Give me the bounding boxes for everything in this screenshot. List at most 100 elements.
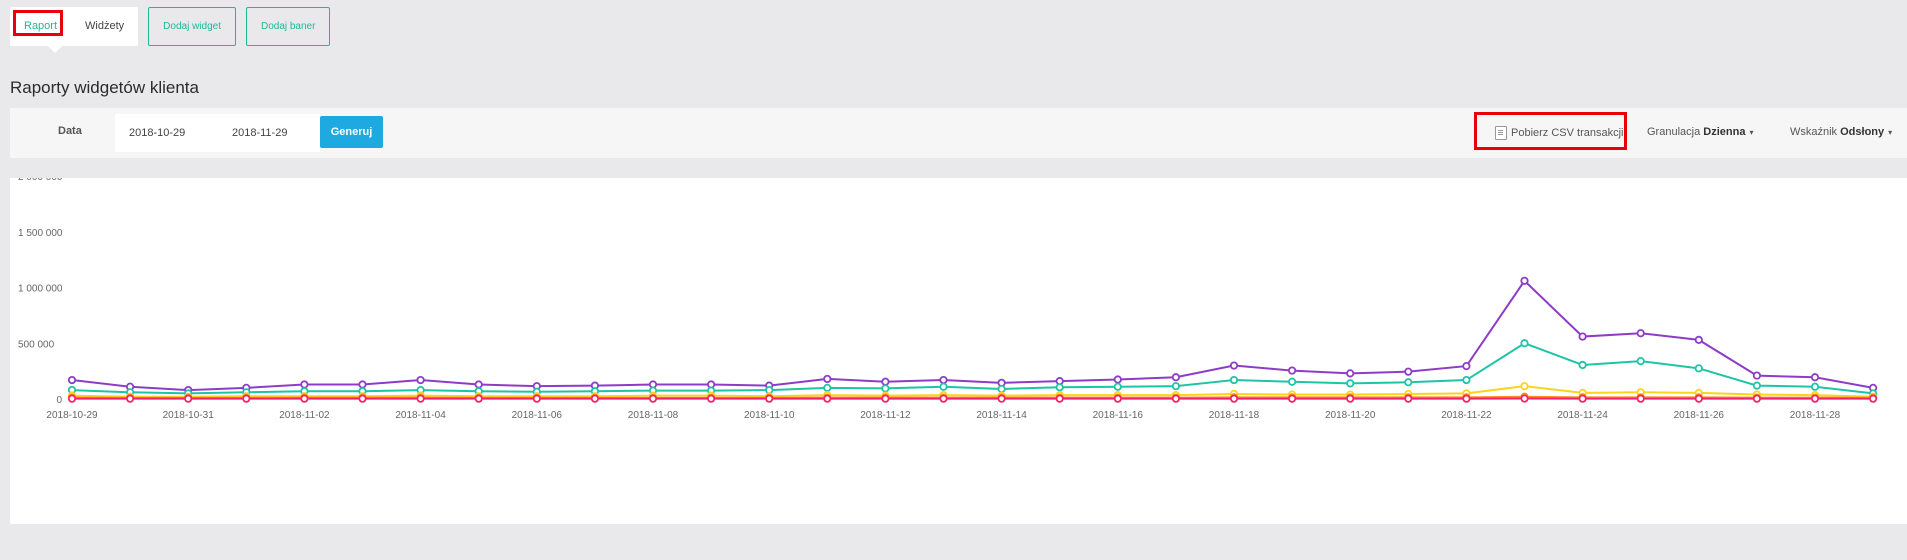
data-point[interactable]	[1694, 364, 1703, 373]
data-point[interactable]	[1346, 369, 1355, 378]
data-point[interactable]	[1869, 394, 1878, 403]
data-point[interactable]	[881, 377, 890, 386]
tab-group: Raport Widżety	[10, 7, 139, 53]
data-point[interactable]	[1055, 394, 1064, 403]
data-point[interactable]	[1578, 394, 1587, 403]
data-point[interactable]	[300, 394, 309, 403]
data-point[interactable]	[823, 383, 832, 392]
data-point[interactable]	[1810, 382, 1820, 391]
data-point[interactable]	[300, 380, 309, 389]
date-label: Data	[58, 125, 82, 137]
data-point[interactable]	[67, 375, 77, 385]
y-tick-label: 0	[56, 395, 62, 406]
data-point[interactable]	[1520, 276, 1529, 285]
data-point[interactable]	[1752, 371, 1762, 380]
data-point[interactable]	[1404, 394, 1413, 403]
data-point[interactable]	[939, 375, 948, 385]
data-point[interactable]	[1288, 366, 1297, 375]
data-point[interactable]	[1288, 377, 1297, 386]
data-point[interactable]	[1636, 356, 1645, 366]
data-point[interactable]	[1462, 375, 1471, 385]
data-point[interactable]	[1752, 381, 1762, 390]
data-point[interactable]	[1462, 394, 1471, 403]
document-icon	[1495, 126, 1507, 140]
data-point[interactable]	[1055, 383, 1064, 392]
data-point[interactable]	[67, 394, 77, 403]
data-point[interactable]	[1229, 375, 1239, 385]
data-point[interactable]	[358, 380, 367, 389]
date-from-input[interactable]	[115, 114, 219, 152]
y-tick-label: 2 000 000	[18, 178, 63, 183]
data-point[interactable]	[1810, 394, 1820, 403]
date-to-input[interactable]	[218, 114, 320, 152]
x-tick-label: 2018-10-31	[163, 410, 215, 421]
data-point[interactable]	[1404, 367, 1413, 376]
data-point[interactable]	[1636, 394, 1645, 403]
data-point[interactable]	[126, 394, 135, 403]
data-point[interactable]	[881, 384, 890, 393]
data-point[interactable]	[823, 374, 832, 384]
data-point[interactable]	[1520, 339, 1529, 348]
data-point[interactable]	[997, 394, 1006, 403]
data-point[interactable]	[1113, 382, 1122, 391]
data-point[interactable]	[706, 394, 716, 403]
data-point[interactable]	[648, 394, 658, 403]
data-point[interactable]	[532, 394, 541, 403]
data-point[interactable]	[1694, 394, 1703, 403]
views-line-chart: 0 500 000 1 000 000 1 500 000 2 000 000 2018…	[18, 172, 1878, 421]
data-point[interactable]	[1752, 394, 1762, 403]
data-point[interactable]	[939, 394, 948, 403]
data-point[interactable]	[358, 394, 367, 403]
page-title: Raporty widgetów klienta	[10, 78, 199, 97]
granularity-dropdown[interactable]: Granulacja Dzienna ▾	[1647, 126, 1753, 138]
top-tabs: Raport Widżety Dodaj widget Dodaj baner	[10, 7, 331, 53]
granularity-value: Dzienna	[1703, 126, 1746, 138]
data-point[interactable]	[823, 394, 832, 403]
data-point[interactable]	[1694, 335, 1703, 345]
data-point[interactable]	[1404, 378, 1413, 387]
x-tick-label: 2018-11-28	[1790, 410, 1841, 421]
data-point[interactable]	[1520, 382, 1529, 391]
data-point[interactable]	[1171, 382, 1181, 391]
data-point[interactable]	[184, 394, 193, 403]
tab-report[interactable]: Raport	[24, 20, 58, 32]
add-widget-button[interactable]: Dodaj widget	[148, 7, 236, 46]
data-point[interactable]	[416, 394, 425, 403]
data-point[interactable]	[1229, 361, 1239, 370]
data-point[interactable]	[1113, 375, 1122, 384]
series-lines	[67, 276, 1878, 403]
data-point[interactable]	[416, 375, 425, 385]
data-point[interactable]	[1810, 373, 1820, 382]
data-point[interactable]	[1113, 394, 1122, 403]
data-point[interactable]	[1462, 362, 1471, 371]
tab-widgets[interactable]: Widżety	[85, 20, 125, 32]
data-point[interactable]	[474, 394, 483, 403]
data-point[interactable]	[1578, 332, 1587, 341]
data-point[interactable]	[1171, 394, 1181, 403]
data-point[interactable]	[939, 382, 948, 391]
data-point[interactable]	[1636, 329, 1645, 338]
data-point[interactable]	[881, 394, 890, 403]
data-point[interactable]	[1346, 394, 1355, 403]
download-csv-link[interactable]: Pobierz CSV transakcji	[1495, 126, 1624, 140]
data-point[interactable]	[1171, 373, 1181, 382]
metric-value: Odsłony	[1840, 126, 1885, 138]
metric-dropdown[interactable]: Wskaźnik Odsłony ▾	[1790, 126, 1892, 138]
data-point[interactable]	[1520, 394, 1529, 403]
data-point[interactable]	[474, 380, 483, 389]
y-tick-label: 1 000 000	[18, 284, 63, 295]
y-axis: 0 500 000 1 000 000 1 500 000 2 000 000	[18, 172, 63, 406]
add-banner-button[interactable]: Dodaj baner	[245, 7, 331, 46]
data-point[interactable]	[997, 384, 1006, 394]
download-csv-label: Pobierz CSV transakcji	[1511, 127, 1624, 139]
series-line-3	[71, 385, 1874, 398]
data-point[interactable]	[1229, 394, 1239, 403]
generate-button[interactable]: Generuj	[320, 116, 383, 148]
data-point[interactable]	[765, 394, 774, 403]
data-point[interactable]	[590, 394, 600, 403]
data-point[interactable]	[1578, 360, 1587, 370]
data-point[interactable]	[1346, 379, 1355, 388]
data-point[interactable]	[1288, 394, 1297, 403]
x-tick-label: 2018-10-29	[46, 410, 98, 421]
data-point[interactable]	[242, 394, 251, 403]
